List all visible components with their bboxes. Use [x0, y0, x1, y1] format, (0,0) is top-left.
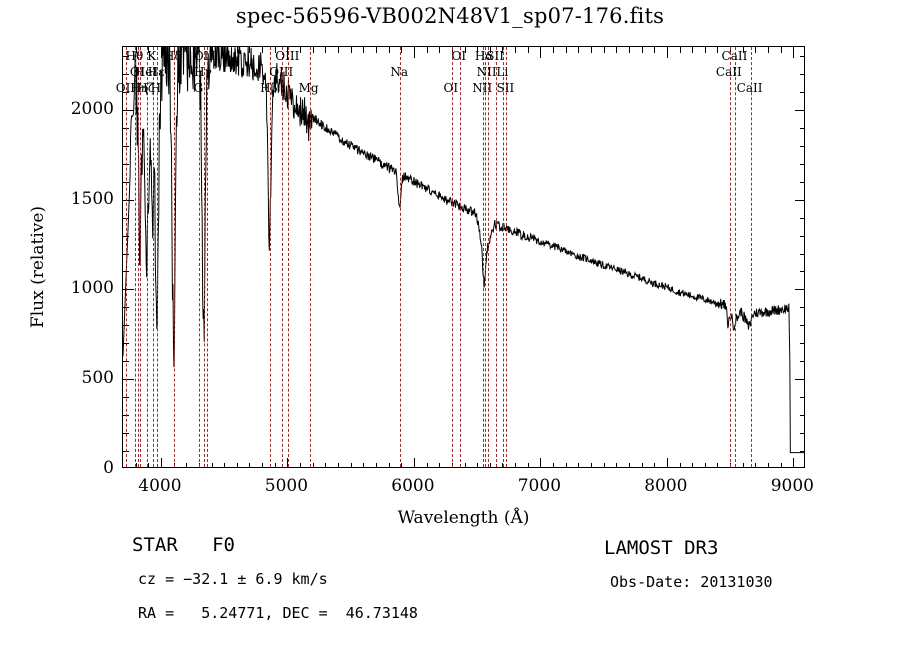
spectral-line-label: OI — [443, 81, 459, 95]
spectral-line-label: Mg — [298, 81, 319, 95]
spectral-line-label: OIII — [269, 65, 294, 79]
y-tick-label: 0 — [103, 458, 114, 478]
object-class-text: STAR F0 — [132, 534, 235, 556]
spectral-line-label: Hη — [130, 81, 148, 95]
spectral-line-label: Hγ — [194, 65, 212, 79]
survey-name-text: LAMOST DR3 — [604, 537, 719, 559]
y-tick-label: 2000 — [70, 98, 114, 119]
spectral-line-label: OI — [129, 65, 145, 79]
spectral-line-label: Hθ — [125, 49, 144, 63]
spectral-line-label: G — [193, 81, 204, 95]
spectral-line-label: OIII — [193, 49, 218, 63]
x-tick-label: 4000 — [138, 476, 182, 496]
x-tick-label: 5000 — [264, 476, 309, 496]
spectral-line-label: OIII — [275, 49, 300, 63]
spectral-line-label: SII — [486, 49, 504, 63]
spectrum-curve — [123, 47, 804, 467]
coordinates-text: RA = 5.24771, DEC = 46.73148 — [138, 604, 418, 622]
observation-date-text: Obs-Date: 20131030 — [610, 573, 773, 591]
x-tick-label: 8000 — [644, 476, 688, 496]
spectral-line-label: CaII — [721, 49, 748, 63]
spectral-line-label: Li — [496, 65, 509, 79]
spectral-line-label: CaII — [736, 81, 763, 95]
x-tick-label: 6000 — [391, 476, 435, 496]
spectral-line-label: HeI — [134, 65, 158, 79]
x-axis-title: Wavelength (Å) — [397, 508, 530, 528]
spectral-line-label: H — [150, 81, 162, 95]
spectral-line-label: NII — [472, 81, 493, 95]
spectral-line-label: K — [147, 49, 157, 63]
flux-trace — [123, 47, 804, 453]
spectral-line-label: NII — [476, 65, 497, 79]
page-title: spec-56596-VB002N48V1_sp07-176.fits — [235, 4, 665, 28]
spectral-line-label: OII — [115, 81, 136, 95]
spectral-line-label: Hζ — [137, 81, 155, 95]
radial-velocity-text: cz = −32.1 ± 6.9 km/s — [138, 570, 328, 588]
plot-area — [122, 46, 805, 468]
x-tick-label: 9000 — [770, 476, 814, 496]
spectral-line-label: Hδ — [163, 49, 182, 63]
spectral-line-label: SII — [496, 81, 515, 95]
spectral-line-label: OI — [451, 49, 467, 63]
y-tick-label: 1000 — [70, 278, 114, 299]
spectral-line-label: Hε — [147, 65, 165, 79]
x-tick-label: 7000 — [517, 476, 562, 496]
y-tick-label: 1500 — [70, 188, 114, 209]
spectral-line-label: Hβ — [260, 81, 278, 95]
y-tick-label: 500 — [81, 368, 114, 389]
spectral-line-label: Na — [390, 65, 409, 79]
spectral-line-label: Hα — [474, 49, 494, 63]
y-axis-title: Flux (relative) — [28, 205, 48, 329]
spectral-line-label: CaII — [715, 65, 742, 79]
